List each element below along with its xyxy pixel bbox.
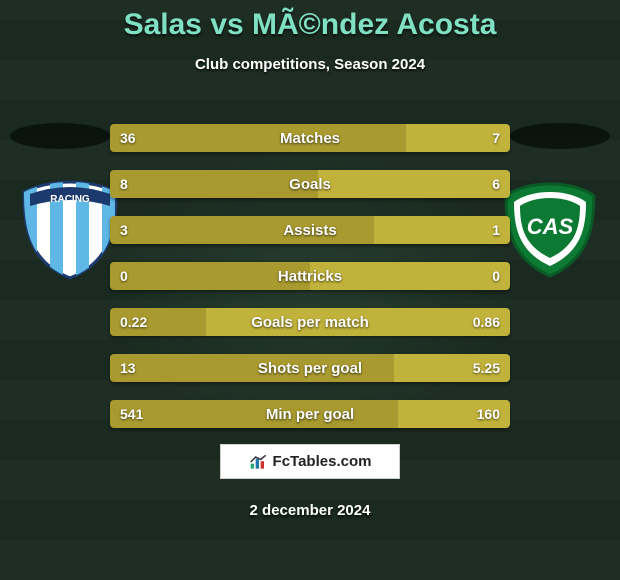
stat-bar-right bbox=[406, 124, 510, 152]
crest-right-text: CAS bbox=[527, 214, 574, 239]
fctables-logo-text: FcTables.com bbox=[273, 453, 372, 470]
stat-bar-left bbox=[110, 216, 374, 244]
stat-bars: Matches367 Goals86 Assists31 Hattricks00 Goa… bbox=[110, 124, 510, 446]
crest-right: CAS bbox=[500, 180, 600, 280]
crest-left-text: RACING bbox=[50, 194, 90, 205]
stat-bar-left bbox=[110, 170, 318, 198]
stat-row: Matches367 bbox=[110, 124, 510, 152]
stat-row: Goals86 bbox=[110, 170, 510, 198]
player-shadow-right bbox=[510, 123, 610, 149]
crest-left: RACING bbox=[20, 180, 120, 280]
racing-crest-icon: RACING bbox=[20, 180, 120, 280]
stat-bar-right bbox=[374, 216, 510, 244]
stat-row: Shots per goal135.25 bbox=[110, 354, 510, 382]
stat-bar-right bbox=[394, 354, 510, 382]
footer-date: 2 december 2024 bbox=[0, 502, 620, 519]
bar-chart-icon bbox=[249, 453, 269, 471]
stat-bar-left bbox=[110, 124, 406, 152]
stat-bar-left bbox=[110, 354, 394, 382]
stat-row: Goals per match0.220.86 bbox=[110, 308, 510, 336]
subtitle: Club competitions, Season 2024 bbox=[0, 56, 620, 73]
stat-row: Hattricks00 bbox=[110, 262, 510, 290]
fctables-logo: FcTables.com bbox=[220, 444, 400, 479]
stat-bar-right bbox=[398, 400, 510, 428]
player-shadow-left bbox=[10, 123, 110, 149]
stat-bar-right bbox=[318, 170, 510, 198]
stat-bar-right bbox=[206, 308, 510, 336]
page-title: Salas vs MÃ©ndez Acosta bbox=[0, 0, 620, 42]
stat-bar-left bbox=[110, 308, 206, 336]
content: { "title": "Salas vs MÃ©ndez Acosta", "s… bbox=[0, 0, 620, 580]
stat-bar-left bbox=[110, 262, 310, 290]
stat-row: Assists31 bbox=[110, 216, 510, 244]
stat-bar-right bbox=[310, 262, 510, 290]
stat-bar-left bbox=[110, 400, 398, 428]
cas-crest-icon: CAS bbox=[500, 180, 600, 280]
stat-row: Min per goal541160 bbox=[110, 400, 510, 428]
